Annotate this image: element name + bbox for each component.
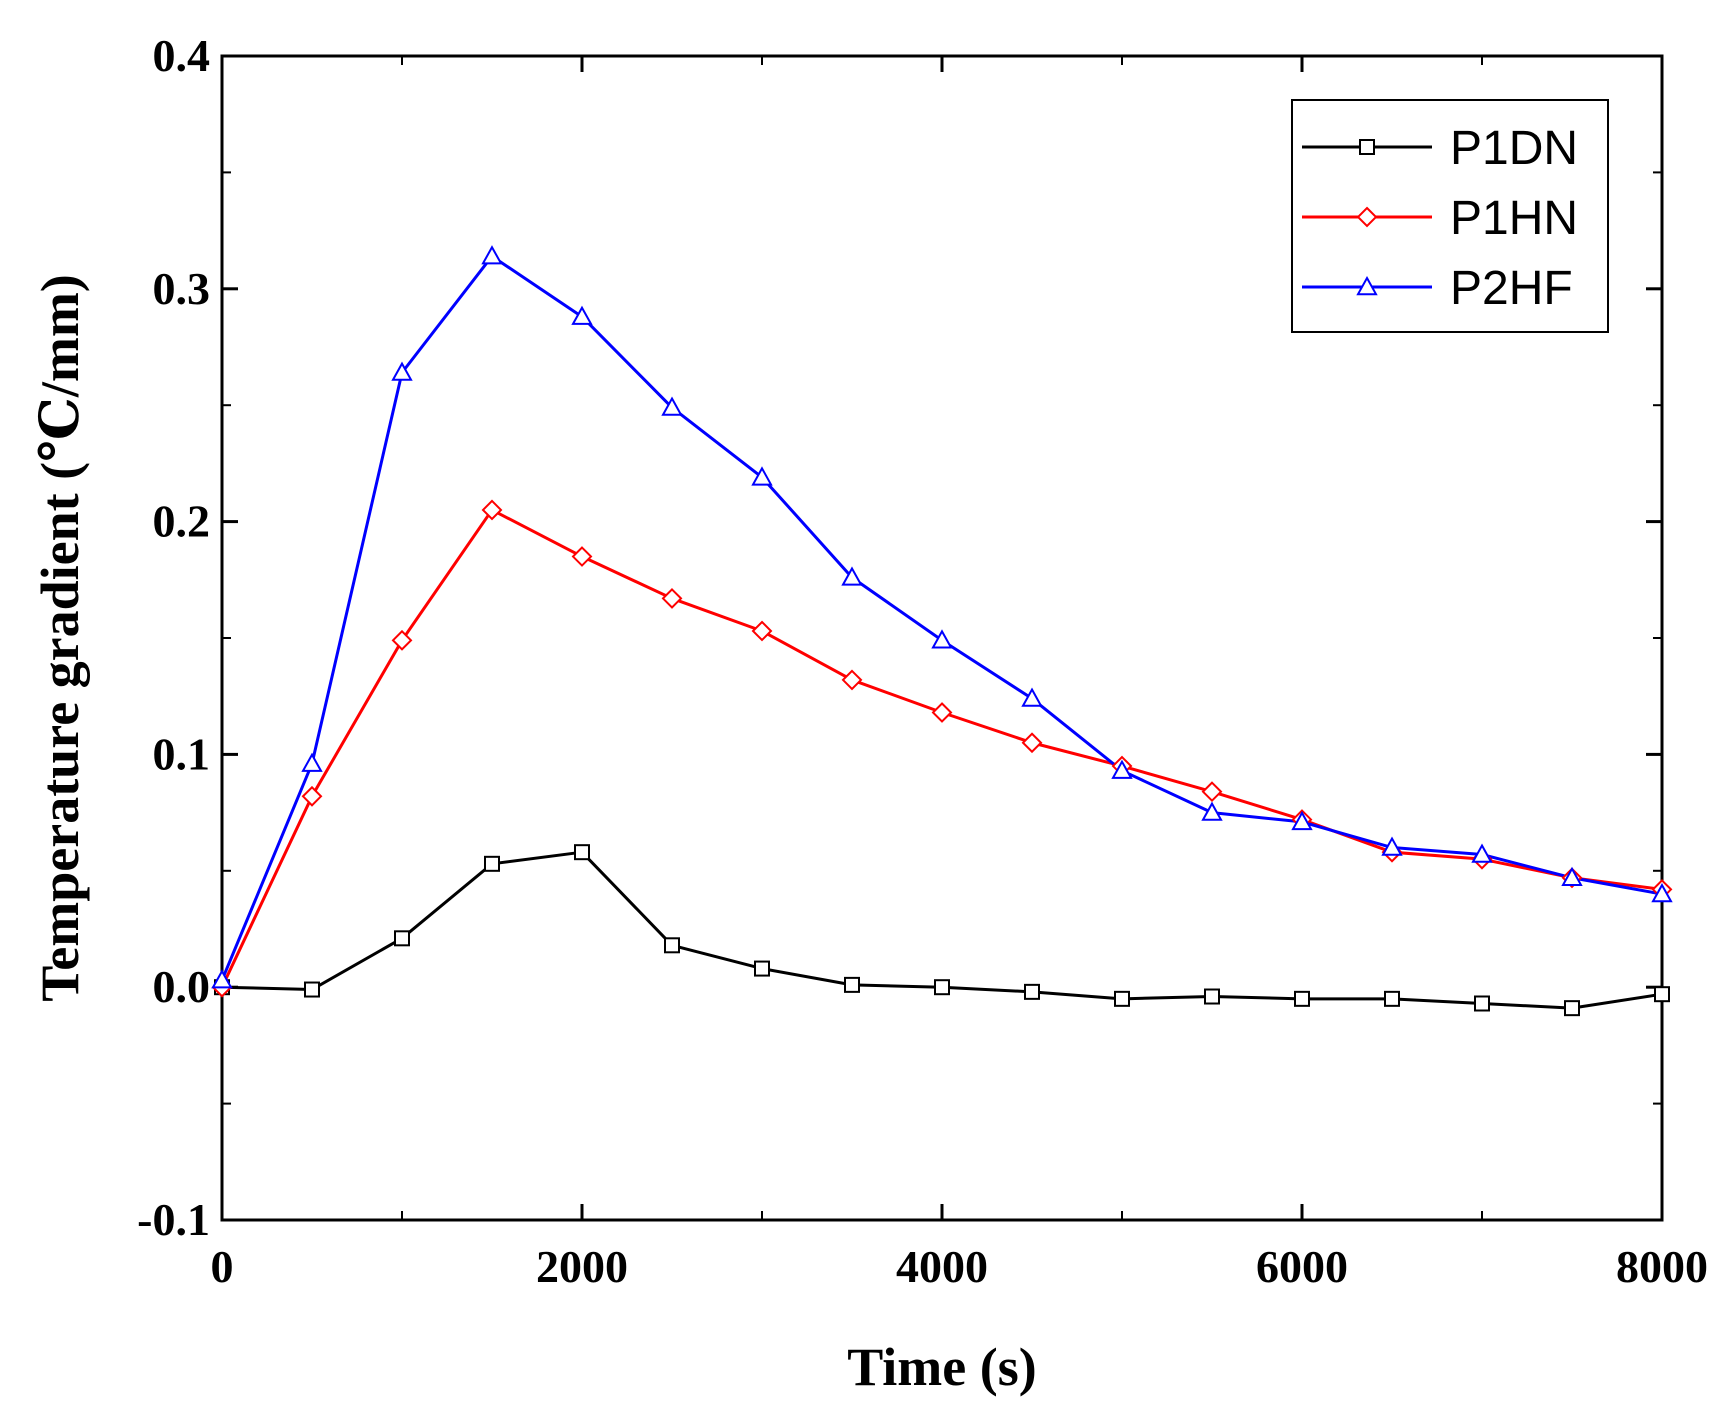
data-point-p2hf	[301, 752, 323, 772]
data-point-p1dn	[1114, 990, 1130, 1007]
data-point-p1hn	[1021, 732, 1043, 754]
data-point-p1dn	[754, 960, 770, 977]
data-point-p1dn	[1654, 986, 1670, 1003]
x-tick-label: 8000	[1616, 1241, 1708, 1292]
data-point-p1hn	[931, 702, 953, 723]
data-point-p2hf	[1111, 759, 1133, 779]
legend: P1DN P1HN P2HF	[1291, 99, 1609, 333]
y-tick-label: 0.1	[153, 728, 211, 779]
y-axis-title: Temperature gradient (℃/mm)	[30, 274, 90, 1002]
data-point-p1dn	[394, 930, 410, 947]
x-tick-label: 4000	[896, 1241, 988, 1292]
data-point-p1hn	[481, 499, 503, 521]
series-markers	[211, 245, 1673, 1017]
data-point-p2hf	[1381, 836, 1403, 856]
data-point-p2hf	[211, 969, 233, 989]
data-point-p2hf	[1291, 810, 1313, 831]
data-point-p1hn	[661, 588, 683, 609]
data-point-p1dn	[1024, 983, 1040, 1000]
data-point-p1dn	[934, 979, 950, 996]
data-point-p1hn	[391, 629, 413, 651]
data-point-p2hf	[931, 629, 953, 649]
x-axis-title: Time (s)	[847, 1337, 1036, 1397]
data-point-p2hf	[1201, 801, 1223, 821]
data-point-p1dn	[1204, 988, 1220, 1005]
x-tick-label: 2000	[536, 1241, 628, 1292]
data-point-p2hf	[1471, 843, 1493, 863]
axis-ticks: 0 2000 4000 6000 8000 -0.1 0.0 0.1 0.2 0.3 0.4	[137, 30, 1708, 1292]
data-point-p1dn	[1384, 990, 1400, 1007]
x-tick-label: 6000	[1256, 1241, 1348, 1292]
legend-marker-p2hf	[1356, 275, 1378, 296]
data-point-p2hf	[1561, 866, 1583, 886]
data-point-p1dn	[664, 937, 680, 954]
y-tick-label: 0.2	[153, 496, 211, 547]
legend-marker-p1dn	[1359, 139, 1375, 155]
legend-label-p1hn: P1HN	[1450, 192, 1578, 245]
data-point-p2hf	[481, 245, 503, 265]
data-point-p2hf	[1651, 883, 1673, 903]
data-point-p2hf	[841, 566, 863, 586]
data-point-p1hn	[571, 546, 593, 567]
data-point-p1dn	[484, 855, 500, 872]
data-point-p1dn	[1294, 990, 1310, 1007]
data-point-p1hn	[301, 785, 323, 807]
data-point-p1dn	[304, 981, 320, 998]
series-line-p1hn	[220, 508, 1663, 988]
data-point-p1dn	[1474, 995, 1490, 1012]
data-point-p2hf	[1021, 687, 1043, 707]
data-point-p2hf	[391, 361, 413, 381]
y-tick-label: 0.4	[153, 30, 211, 81]
data-point-p2hf	[661, 396, 683, 416]
data-point-p1hn	[751, 620, 773, 642]
legend-label-p1dn: P1DN	[1450, 122, 1578, 175]
x-tick-label: 0	[211, 1241, 234, 1292]
series-line-p2hf	[220, 254, 1663, 981]
legend-label-p2hf: P2HF	[1450, 262, 1573, 315]
data-point-p2hf	[751, 466, 773, 486]
data-point-p1dn	[1564, 1000, 1580, 1017]
data-point-p1dn	[574, 844, 590, 861]
data-point-p1hn	[1201, 781, 1223, 803]
data-point-p1hn	[841, 669, 863, 691]
y-tick-label: -0.1	[137, 1194, 210, 1245]
y-tick-label: 0.0	[153, 961, 211, 1012]
data-point-p2hf	[571, 305, 593, 325]
legend-marker-p1hn	[1356, 206, 1378, 228]
y-tick-label: 0.3	[153, 263, 211, 314]
data-point-p1dn	[844, 976, 860, 993]
